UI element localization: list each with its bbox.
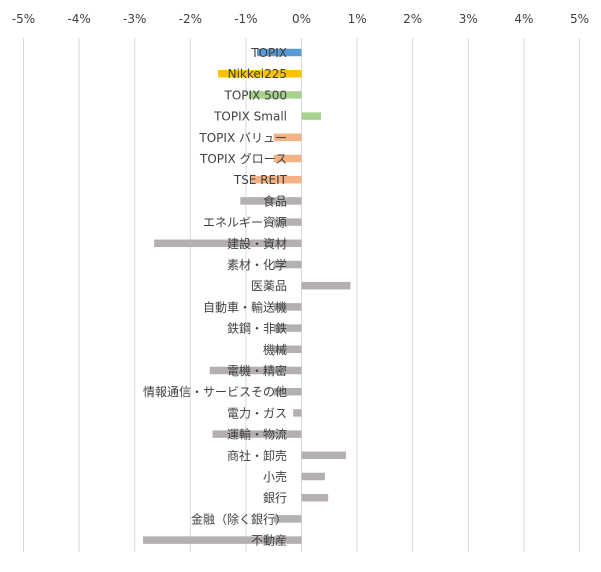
category-label: 小売 xyxy=(263,469,287,484)
x-tick-label: 5% xyxy=(570,12,589,26)
bars xyxy=(143,48,351,544)
gridlines xyxy=(23,38,580,552)
category-label: 自動車・輸送機 xyxy=(203,299,287,314)
x-axis-tick-labels: -5% -4% -3% -2% -1% 0% 1% 2% 3% 4% 5% xyxy=(12,12,589,26)
category-label: 素材・化学 xyxy=(227,257,287,272)
category-label: 不動産 xyxy=(251,533,287,548)
category-labels: TOPIX Nikkei225 TOPIX 500 TOPIX Small TOPIX … xyxy=(143,46,288,548)
bar xyxy=(301,112,321,120)
bar xyxy=(248,91,302,99)
category-label: TOPIX バリュー xyxy=(198,131,287,145)
category-label: TOPIX グロース xyxy=(199,152,287,166)
bar xyxy=(209,366,302,375)
bar xyxy=(143,536,302,544)
category-label: Nikkei225 xyxy=(228,67,287,81)
bar xyxy=(273,387,302,396)
category-label: 商社・卸売 xyxy=(227,448,287,463)
category-label: 食品 xyxy=(263,193,287,208)
x-tick-label: 2% xyxy=(403,12,422,26)
category-label: TOPIX Small xyxy=(213,110,287,124)
category-label: 建設・資材 xyxy=(227,236,287,251)
bar xyxy=(273,260,302,269)
bar xyxy=(273,133,302,142)
category-label: 情報通信・サービスその他 xyxy=(143,385,287,399)
x-tick-label: -1% xyxy=(234,12,257,26)
bar xyxy=(273,324,302,332)
category-label: TOPIX 500 xyxy=(224,88,288,102)
x-tick-label: 1% xyxy=(348,12,367,26)
category-label: TOPIX xyxy=(250,46,287,60)
x-tick-label: -5% xyxy=(12,12,35,26)
x-tick-label: 4% xyxy=(514,12,533,26)
category-label: 銀行 xyxy=(263,491,287,505)
bar xyxy=(301,281,351,290)
x-tick-label: -3% xyxy=(123,12,146,26)
bar xyxy=(257,48,302,57)
bar xyxy=(273,303,302,311)
bar xyxy=(240,197,302,205)
bar xyxy=(301,472,325,481)
bar xyxy=(273,154,302,163)
category-label: 電機・精密 xyxy=(227,363,287,378)
category-label: エネルギー資源 xyxy=(203,216,287,230)
x-tick-label: 3% xyxy=(459,12,478,26)
bar xyxy=(251,175,302,184)
bar xyxy=(293,409,302,417)
bar xyxy=(301,451,346,460)
bar xyxy=(273,345,302,354)
category-label: 鉄鋼・非鉄 xyxy=(227,321,287,336)
category-label: 機械 xyxy=(263,342,287,357)
bar xyxy=(218,69,302,78)
bar xyxy=(273,515,302,523)
bar xyxy=(212,430,302,438)
category-label: 医薬品 xyxy=(251,279,287,293)
bar xyxy=(301,493,329,502)
category-label: 金融（除く銀行） xyxy=(191,511,287,526)
category-label: TSE REIT xyxy=(233,173,288,187)
bar xyxy=(154,239,302,248)
x-tick-label: 0% xyxy=(292,12,311,26)
x-tick-label: -2% xyxy=(179,12,202,26)
category-label: 運輸・物流 xyxy=(227,427,287,442)
x-tick-label: -4% xyxy=(67,12,90,26)
bar xyxy=(273,218,302,226)
category-label: 電力・ガス xyxy=(227,406,287,420)
